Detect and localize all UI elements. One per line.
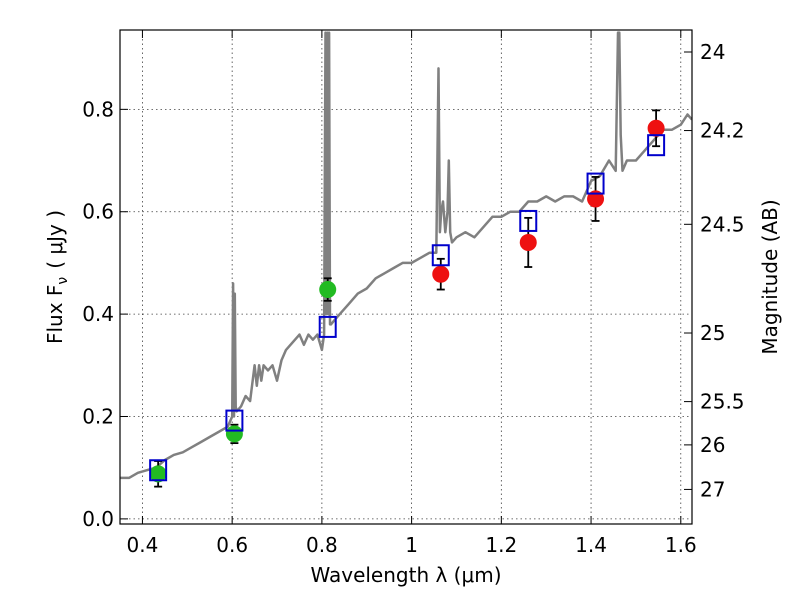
plot-frame xyxy=(119,29,693,525)
model-square xyxy=(586,172,605,195)
model-squares xyxy=(149,134,666,482)
x-axis-label: Wavelength λ (μm) xyxy=(310,563,501,587)
model-square xyxy=(149,459,168,482)
x-tick-label: 1.6 xyxy=(665,533,697,557)
y-axis-ticks: 0.0 0.2 0.4 0.6 0.8 xyxy=(82,97,128,531)
y-tick-label: 0.4 xyxy=(82,302,114,326)
grid-lines xyxy=(120,30,692,524)
model-square xyxy=(431,244,450,267)
y2-tick-label: 27 xyxy=(700,477,725,501)
spectrum-line xyxy=(120,31,692,480)
x-tick-label: 0.4 xyxy=(127,533,159,557)
y-tick-label: 0.8 xyxy=(82,97,114,121)
model-square xyxy=(519,209,538,232)
y2-tick-label: 25 xyxy=(700,321,725,345)
y-tick-label: 0.6 xyxy=(82,200,114,224)
optical-data-point xyxy=(319,281,337,299)
x-axis-ticks: 0.4 0.6 0.8 1 1.2 1.4 1.6 xyxy=(127,30,697,557)
nir-data-point xyxy=(647,119,665,137)
y-axis-label-unit: ( μJy ) xyxy=(43,210,67,269)
model-square xyxy=(225,409,244,432)
nir-data-point xyxy=(587,190,605,208)
y2-tick-label: 24.2 xyxy=(700,119,745,143)
nir-data-point xyxy=(432,265,450,283)
y2-tick-label: 25.5 xyxy=(700,390,745,414)
y-axis-label: Flux Fν ( μJy ) xyxy=(43,210,71,344)
y2-axis-label: Magnitude (AB) xyxy=(758,199,782,354)
y2-axis-ticks: 24 24.2 24.5 25 25.5 26 27 xyxy=(684,40,745,501)
model-square xyxy=(318,315,337,338)
plot-area xyxy=(120,31,692,488)
y-axis-label-main: Flux F xyxy=(43,285,67,344)
x-tick-label: 1 xyxy=(405,533,418,557)
y-tick-label: 0.0 xyxy=(82,507,114,531)
x-tick-label: 1.2 xyxy=(485,533,517,557)
y2-tick-label: 24 xyxy=(700,40,725,64)
y-tick-label: 0.2 xyxy=(82,404,114,428)
y-axis-label-sub: ν xyxy=(55,277,71,285)
nir-data-point xyxy=(519,233,537,251)
optical-data-point xyxy=(225,425,243,443)
x-tick-label: 0.8 xyxy=(306,533,338,557)
x-tick-label: 1.4 xyxy=(575,533,607,557)
y2-tick-label: 24.5 xyxy=(700,212,745,236)
x-tick-label: 0.6 xyxy=(216,533,248,557)
y2-tick-label: 26 xyxy=(700,433,725,457)
model-square xyxy=(647,134,666,157)
